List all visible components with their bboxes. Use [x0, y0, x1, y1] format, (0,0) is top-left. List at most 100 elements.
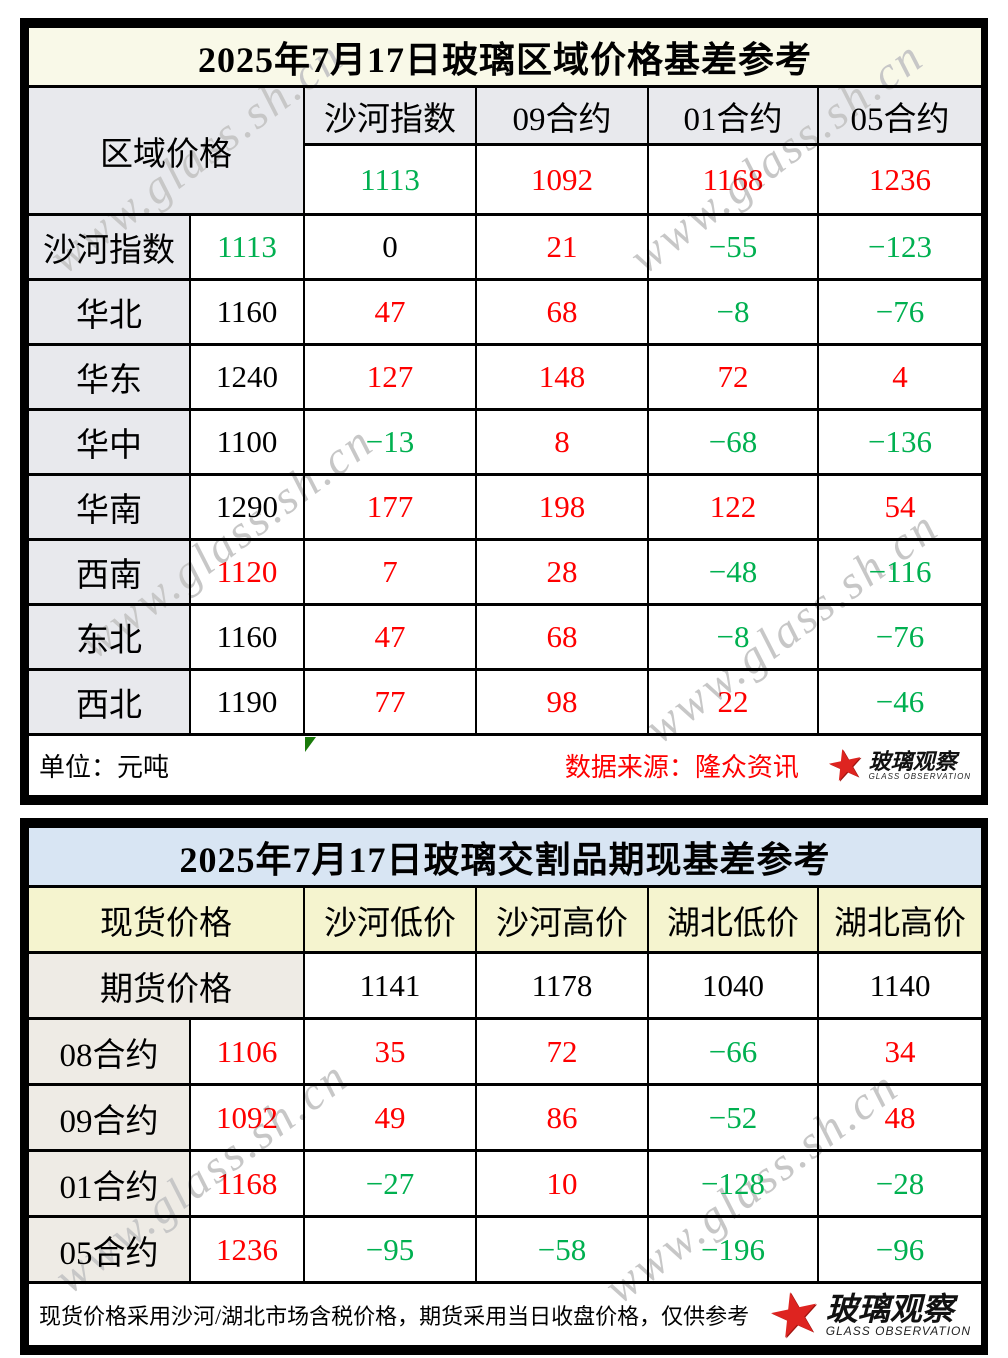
- region-price: 1290: [189, 473, 305, 541]
- basis-cell: 28: [475, 538, 649, 606]
- table1-title: 2025年7月17日玻璃区域价格基差参考: [26, 25, 984, 88]
- reference-price: 1168: [647, 143, 819, 216]
- table2-footer: 现货价格采用沙河/湖北市场含税价格，期货采用当日收盘价格，仅供参考 ★ 玻璃观察…: [26, 1281, 984, 1348]
- reference-price: 1113: [303, 143, 477, 216]
- unit-label: 单位：元吨: [39, 753, 170, 782]
- region-label: 西南: [27, 538, 191, 606]
- contract-label: 08合约: [27, 1017, 191, 1086]
- region-price: 1113: [189, 213, 305, 281]
- basis-cell: −95: [303, 1215, 477, 1284]
- region-label: 西北: [27, 668, 191, 736]
- basis-cell: 127: [303, 343, 477, 411]
- column-header: 沙河低价: [303, 885, 477, 954]
- basis-cell: 35: [303, 1017, 477, 1086]
- basis-cell: −48: [647, 538, 819, 606]
- basis-cell: 7: [303, 538, 477, 606]
- contract-label: 09合约: [27, 1083, 191, 1152]
- column-header: 湖北高价: [816, 885, 984, 954]
- basis-cell: 72: [647, 343, 819, 411]
- column-header: 09合约: [475, 85, 649, 146]
- column-header: 沙河指数: [303, 85, 477, 146]
- basis-cell: 77: [303, 668, 477, 736]
- basis-cell: −96: [816, 1215, 984, 1284]
- footer-note: 现货价格采用沙河/湖北市场含税价格，期货采用当日收盘价格，仅供参考: [39, 1303, 750, 1329]
- basis-cell: 47: [303, 278, 477, 346]
- basis-cell: −27: [303, 1149, 477, 1218]
- table-row: 沙河指数 1113 0 21 −55 −123: [27, 213, 984, 281]
- contract-price: 1106: [189, 1017, 305, 1086]
- basis-cell: −58: [475, 1215, 649, 1284]
- basis-cell: 98: [475, 668, 649, 736]
- basis-cell: 8: [475, 408, 649, 476]
- basis-cell: −123: [816, 213, 984, 281]
- futures-price-row-header: 期货价格: [27, 951, 305, 1020]
- reference-price: 1092: [475, 143, 649, 216]
- spot-price: 1140: [816, 951, 984, 1020]
- basis-cell: −116: [816, 538, 984, 606]
- table-row: 西北 1190 77 98 22 −46: [27, 668, 984, 736]
- contract-label: 05合约: [27, 1215, 191, 1284]
- spot-price: 1178: [475, 951, 649, 1020]
- region-label: 东北: [27, 603, 191, 671]
- basis-cell: −46: [816, 668, 984, 736]
- basis-cell: −136: [816, 408, 984, 476]
- basis-cell: 177: [303, 473, 477, 541]
- reference-price: 1236: [816, 143, 984, 216]
- basis-cell: 68: [475, 603, 649, 671]
- data-source-label: 数据来源：隆众资讯: [564, 753, 799, 782]
- table-row: 05合约 1236 −95 −58 −196 −96: [27, 1215, 984, 1284]
- basis-cell: 148: [475, 343, 649, 411]
- basis-cell: −66: [647, 1017, 819, 1086]
- basis-cell: 4: [816, 343, 984, 411]
- brand-logo: ★ 玻璃观察 GLASS OBSERVATION: [823, 739, 972, 792]
- basis-cell: −28: [816, 1149, 984, 1218]
- basis-cell: 0: [303, 213, 477, 281]
- star-icon: ★: [761, 1282, 829, 1347]
- region-price: 1120: [189, 538, 305, 606]
- contract-label: 01合约: [27, 1149, 191, 1218]
- column-header: 沙河高价: [475, 885, 649, 954]
- region-label: 华南: [27, 473, 191, 541]
- basis-cell: −8: [647, 603, 819, 671]
- column-header: 湖北低价: [647, 885, 819, 954]
- basis-cell: 21: [475, 213, 649, 281]
- contract-price: 1168: [189, 1149, 305, 1218]
- basis-cell: 10: [475, 1149, 649, 1218]
- spot-price: 1040: [647, 951, 819, 1020]
- table1-corner-header: 区域价格: [27, 85, 305, 216]
- region-label: 华北: [27, 278, 191, 346]
- brand-name: 玻璃观察: [825, 1290, 954, 1327]
- spot-price: 1141: [303, 951, 477, 1020]
- star-icon: ★: [822, 739, 869, 792]
- table-row: 09合约 1092 49 86 −52 48: [27, 1083, 984, 1152]
- table-row: 华南 1290 177 198 122 54: [27, 473, 984, 541]
- basis-cell: 72: [475, 1017, 649, 1086]
- region-price: 1190: [189, 668, 305, 736]
- basis-cell: 22: [647, 668, 819, 736]
- table-row: 西南 1120 7 28 −48 −116: [27, 538, 984, 606]
- basis-cell: 86: [475, 1083, 649, 1152]
- basis-cell: −128: [647, 1149, 819, 1218]
- region-label: 华中: [27, 408, 191, 476]
- basis-cell: −55: [647, 213, 819, 281]
- brand-name: 玻璃观察: [868, 748, 957, 774]
- basis-cell: 49: [303, 1083, 477, 1152]
- basis-cell: 34: [816, 1017, 984, 1086]
- comment-flag-icon: [305, 737, 316, 752]
- basis-cell: −76: [816, 603, 984, 671]
- basis-cell: 198: [475, 473, 649, 541]
- column-header: 05合约: [816, 85, 984, 146]
- basis-cell: 54: [816, 473, 984, 541]
- contract-price: 1236: [189, 1215, 305, 1284]
- brand-subtitle: GLASS OBSERVATION: [825, 1323, 972, 1338]
- basis-cell: −196: [647, 1215, 819, 1284]
- basis-cell: −13: [303, 408, 477, 476]
- region-price: 1240: [189, 343, 305, 411]
- table2-title: 2025年7月17日玻璃交割品期现基差参考: [26, 825, 984, 888]
- table-row: 东北 1160 47 68 −8 −76: [27, 603, 984, 671]
- brand-logo: ★ 玻璃观察 GLASS OBSERVATION: [762, 1286, 972, 1344]
- column-header: 01合约: [647, 85, 819, 146]
- delivery-basis-table: 2025年7月17日玻璃交割品期现基差参考 现货价格 沙河低价 沙河高价 湖北低…: [20, 818, 988, 1355]
- brand-subtitle: GLASS OBSERVATION: [868, 771, 972, 781]
- table2-corner-header: 现货价格: [27, 885, 305, 954]
